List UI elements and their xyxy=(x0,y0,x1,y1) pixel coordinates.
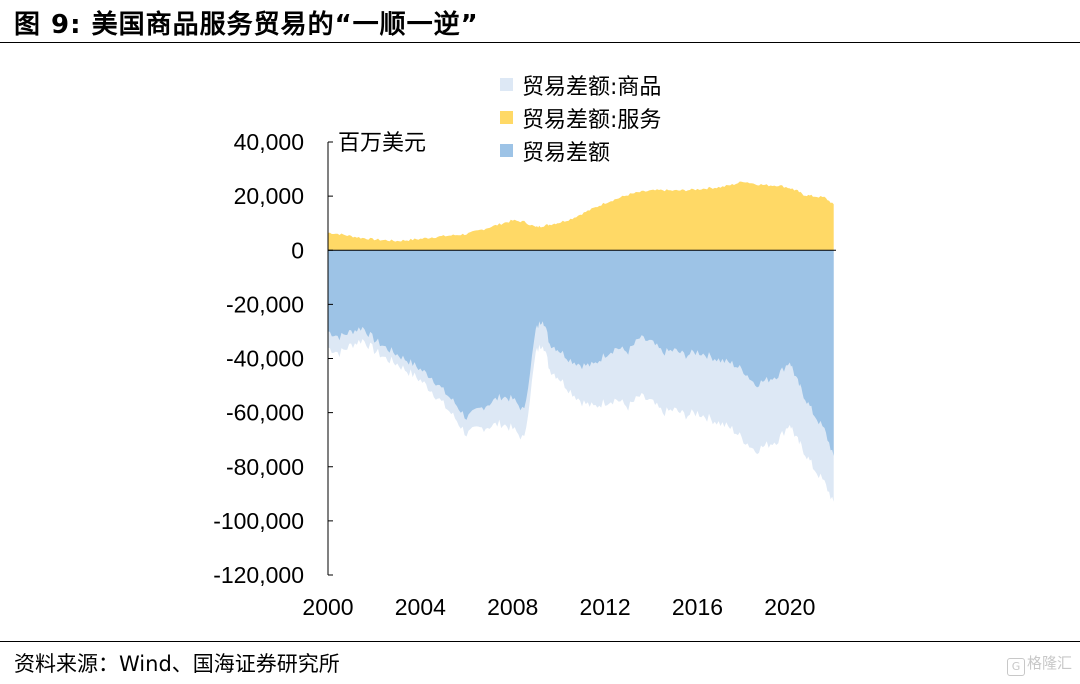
legend-swatch xyxy=(500,144,513,157)
x-tick-label: 2008 xyxy=(487,594,538,620)
axes-layer: 40,000 20,000 0 -20,000 -40,000 -60,000 -80,00… xyxy=(213,129,836,620)
watermark-text: 格隆汇 xyxy=(1026,654,1072,672)
legend-label: 贸易差额 xyxy=(522,141,610,166)
x-tick-label: 2012 xyxy=(580,594,631,620)
legend-label: 贸易差额:商品 xyxy=(522,75,661,100)
y-tick-label: 20,000 xyxy=(234,183,304,209)
x-tick-label: 2004 xyxy=(395,594,446,620)
area-layer xyxy=(328,181,834,502)
unit-label: 百万美元 xyxy=(338,131,426,156)
watermark: G 格隆汇 xyxy=(1006,652,1072,676)
x-tick-label: 2020 xyxy=(764,594,815,620)
services-area xyxy=(328,181,834,251)
total-area xyxy=(328,250,834,456)
x-tick-label: 2016 xyxy=(672,594,723,620)
legend-swatch xyxy=(500,111,513,124)
source-note: 资料来源：Wind、国海证券研究所 xyxy=(14,652,340,676)
watermark-logo-icon: G xyxy=(1006,658,1025,676)
y-tick-label: -80,000 xyxy=(226,454,304,480)
bottom-rule xyxy=(0,641,1080,642)
trade-balance-chart: 40,000 20,000 0 -20,000 -40,000 -60,000 -80,00… xyxy=(213,75,836,620)
top-rule xyxy=(0,42,1080,43)
figure-title: 图 9: 美国商品服务贸易的“一顺一逆” xyxy=(14,10,479,40)
y-tick-label: 0 xyxy=(291,237,304,263)
y-tick-label: -20,000 xyxy=(226,291,304,317)
x-tick-label: 2000 xyxy=(302,594,353,620)
y-tick-label: 40,000 xyxy=(234,129,304,155)
y-tick-label: -120,000 xyxy=(213,562,304,588)
y-tick-label: -100,000 xyxy=(213,508,304,534)
legend-label: 贸易差额:服务 xyxy=(522,108,661,133)
y-tick-label: -60,000 xyxy=(226,400,304,426)
legend-swatch xyxy=(500,78,513,91)
y-tick-label: -40,000 xyxy=(226,346,304,372)
